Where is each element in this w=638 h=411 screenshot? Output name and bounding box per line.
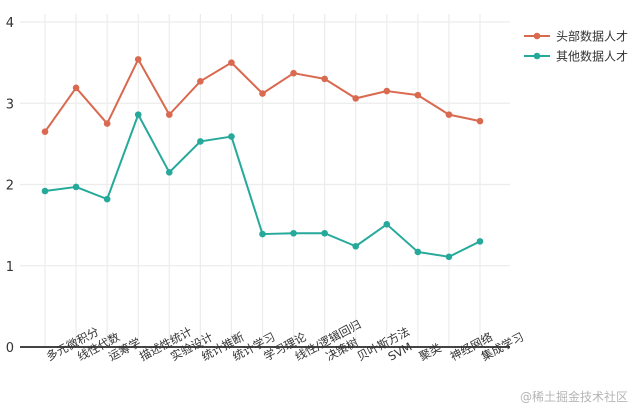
data-point[interactable] (290, 229, 297, 237)
y-tick-label: 4 (6, 16, 14, 31)
y-tick-label: 2 (6, 179, 14, 194)
data-point[interactable] (290, 69, 297, 77)
legend-item-2[interactable]: 其他数据人才 (524, 49, 628, 64)
x-tick-label: 聚类 (417, 340, 444, 363)
data-point[interactable] (352, 95, 360, 102)
data-point[interactable] (134, 111, 142, 118)
data-point[interactable] (134, 56, 142, 63)
x-tick-labels: 多元微积分线性代数运筹学描述性统计实验设计统计推断统计学习学习理论线性/逻辑回归… (44, 317, 526, 364)
data-point[interactable] (259, 230, 266, 238)
data-point[interactable] (445, 253, 453, 261)
series-layer (41, 56, 484, 261)
data-point[interactable] (72, 84, 80, 92)
legend-label: 其他数据人才 (556, 49, 628, 64)
data-point[interactable] (476, 117, 484, 125)
legend-item-1[interactable]: 头部数据人才 (524, 29, 628, 44)
data-point[interactable] (414, 248, 422, 256)
data-point[interactable] (165, 169, 173, 176)
y-tick-labels: 0 1 2 3 4 (6, 16, 14, 356)
data-point[interactable] (228, 133, 235, 140)
data-point[interactable] (165, 111, 173, 118)
y-tick-label: 0 (6, 341, 14, 356)
data-point[interactable] (476, 238, 484, 245)
data-point[interactable] (103, 120, 111, 127)
legend-marker (533, 52, 541, 60)
data-point[interactable] (414, 91, 422, 99)
data-point[interactable] (321, 229, 328, 237)
legend-label: 头部数据人才 (556, 29, 628, 44)
data-point[interactable] (445, 111, 453, 118)
grid-lines (20, 14, 510, 347)
data-point[interactable] (41, 187, 49, 195)
data-point[interactable] (103, 195, 111, 203)
data-point[interactable] (72, 183, 80, 191)
data-point[interactable] (197, 78, 204, 85)
data-point[interactable] (383, 87, 391, 95)
data-point[interactable] (228, 59, 235, 66)
data-point[interactable] (383, 221, 391, 228)
data-point[interactable] (321, 75, 328, 83)
data-point[interactable] (197, 138, 204, 145)
data-point[interactable] (259, 90, 266, 97)
data-point[interactable] (352, 242, 360, 250)
y-tick-label: 3 (6, 97, 14, 112)
legend-marker (533, 32, 541, 40)
watermark: @稀土掘金技术社区 (519, 390, 628, 404)
y-tick-label: 1 (6, 260, 14, 275)
data-point[interactable] (41, 128, 49, 135)
